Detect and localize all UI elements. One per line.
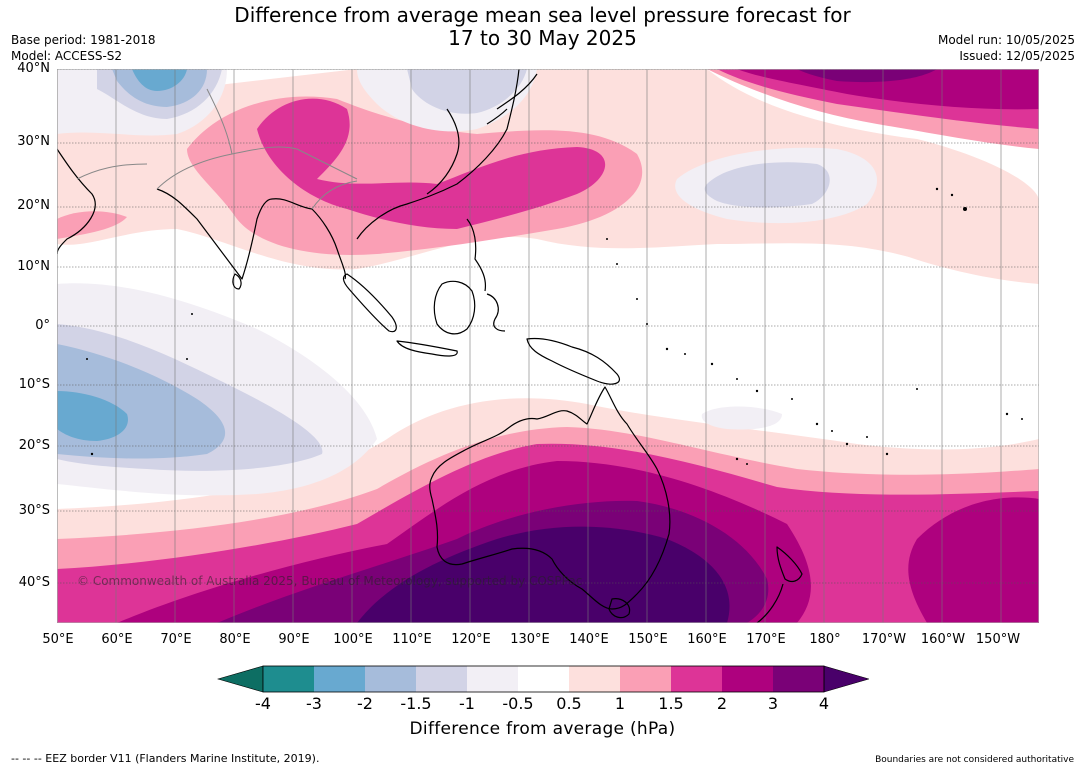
contour-neg-0.5-tropical [701,406,782,430]
colorbar-segment [773,666,824,692]
boundaries-disclaimer: Boundaries are not considered authoritat… [875,755,1074,765]
eez-border-note: -- -- -- EEZ border V11 (Flanders Marine… [11,752,320,765]
lon-label: 120°E [451,632,491,647]
lat-label-30n: 30°N [17,134,50,149]
arabia-coast [57,148,96,255]
map-title: Difference from average mean sea level p… [0,4,1085,50]
colorbar-tick: -1.5 [400,694,432,713]
lon-label: 90°E [278,632,310,647]
title-line-1: Difference from average mean sea level p… [234,3,851,27]
colorbar-frame [262,665,825,693]
contour-neg-1-central-pacific [704,162,830,208]
contour-neg-2-nw [132,69,187,91]
base-period: Base period: 1981-2018 [11,33,156,47]
pacific-islands [86,187,1023,465]
lon-label: 70°E [160,632,192,647]
colorbar-tick: 2 [716,694,728,713]
pressure-anomaly-map: © Commonwealth of Australia 2025, Bureau… [57,69,1039,623]
colorbar-tick: 3 [767,694,779,713]
contour-4-south [357,526,730,623]
issued-date: Issued: 12/05/2025 [959,49,1075,63]
lon-label: 180° [809,632,841,647]
colorbar-segment [314,666,365,692]
lon-label: 110°E [392,632,432,647]
lon-label: 160°E [687,632,727,647]
australia-coast [429,386,671,610]
java-coast [396,340,458,357]
contour-3-ne [797,69,937,83]
colorbar-tick: 1.5 [658,694,684,713]
lon-label: 140°E [569,632,609,647]
se-asia-coast [271,69,520,280]
coastlines [57,69,803,623]
lat-label-0: 0° [35,318,50,333]
lon-label: 100°E [333,632,373,647]
colorbar-under-arrow [217,665,264,693]
colorbar-tick: -1 [459,694,475,713]
colorbar-tick: 4 [818,694,830,713]
colorbar-tick: -3 [306,694,322,713]
sumatra-coast [342,273,397,333]
lat-label-20s: 20°S [18,438,50,453]
japan-coast [486,73,538,125]
colorbar-segment [518,666,569,692]
colorbar-segment [365,666,416,692]
lat-label-10n: 10°N [17,259,50,274]
new-zealand-north [776,546,803,583]
lon-label: 170°W [861,632,907,647]
model-run: Model run: 10/05/2025 [937,33,1075,47]
lon-label: 80°E [219,632,251,647]
lon-label: 150°W [975,632,1021,647]
map-frame [57,69,1039,623]
graticule-meridians [57,69,1002,623]
colorbar-segment [671,666,722,692]
sri-lanka-coast [232,273,242,290]
lon-label: 150°E [628,632,668,647]
lat-label-20n: 20°N [17,198,50,213]
lon-label: 160°W [920,632,966,647]
colorbar-segment [569,666,620,692]
meta-right: Model run: 10/05/2025 Issued: 12/05/2025 [938,32,1075,64]
lon-label: 50°E [42,632,74,647]
sulawesi-coast [486,293,506,332]
lat-label-30s: 30°S [18,503,50,518]
colorbar-segment [263,666,314,692]
colorbar-segment [416,666,467,692]
contour-neg-2-sw [57,391,128,441]
colorbar-tick: 1 [614,694,626,713]
country-borders [76,88,358,210]
copyright-notice: © Commonwealth of Australia 2025, Bureau… [77,574,582,588]
colorbar-over-arrow [823,665,869,693]
colorbar-segment [620,666,671,692]
contour-1-nw [57,211,127,239]
contour-neg-1-north [407,69,527,114]
borneo-coast [433,280,476,335]
colorbar-segment [722,666,773,692]
philippines-coast [466,218,487,292]
lat-label-10s: 10°S [18,377,50,392]
lon-label: 170°E [746,632,786,647]
lon-label: 130°E [510,632,550,647]
contour-2-east [908,497,1039,623]
lat-label-40n: 40°N [17,61,50,76]
colorbar-segment [467,666,518,692]
colorbar-title: Difference from average (hPa) [409,719,676,739]
new-guinea-coast [526,337,620,385]
contour-1.5-north [257,98,606,229]
colorbar-tick: 0.5 [556,694,582,713]
title-line-2: 17 to 30 May 2025 [448,26,637,50]
lon-label: 60°E [101,632,133,647]
china-coast [426,108,460,195]
lat-label-40s: 40°S [18,575,50,590]
india-coast [156,188,273,280]
colorbar-tick: -4 [255,694,271,713]
colorbar-tick: -0.5 [502,694,534,713]
meta-left: Base period: 1981-2018 Model: ACCESS-S2 [11,32,156,64]
new-zealand-south [756,583,784,623]
tasmania-coast [608,598,631,619]
colorbar [217,665,869,693]
contour-2-ne [737,69,1039,110]
model-name: Model: ACCESS-S2 [11,49,123,63]
colorbar-tick: -2 [357,694,373,713]
